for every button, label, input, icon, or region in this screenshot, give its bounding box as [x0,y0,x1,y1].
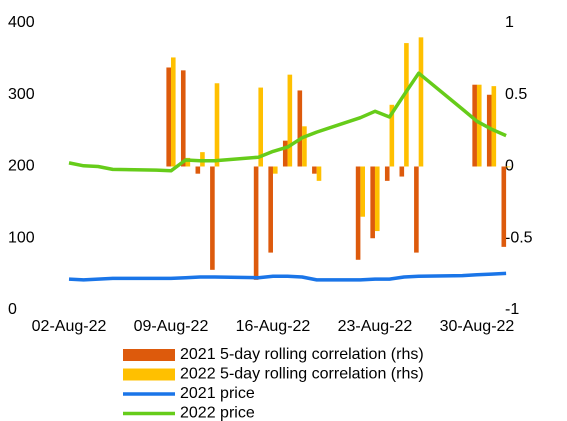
bar [268,166,273,253]
bar [472,84,477,167]
bar [258,87,264,167]
bar [501,166,507,247]
y2-tick-label: 0 [505,158,514,175]
y-tick-label: 200 [8,158,35,175]
bar [355,166,361,260]
y2-tick-label: 0.5 [505,86,527,103]
bar [185,157,191,167]
legend-label: 2021 price [180,385,255,402]
bar [210,166,215,270]
bar [312,166,317,174]
legend-label: 2022 price [180,405,255,421]
bar [253,166,259,280]
bar [302,126,307,167]
line-series [68,71,507,173]
bar [506,166,511,168]
x-tick-label: 30-Aug-22 [440,318,515,335]
y-tick-label: 400 [8,14,35,31]
line-series [68,271,507,282]
y2-tick-label: -0.5 [505,229,533,246]
bar [414,166,419,253]
legend-swatch [123,368,175,381]
legend-swatch [123,349,175,361]
y2-tick-label: 1 [505,14,514,31]
bar [195,166,201,174]
bar [170,57,176,167]
bar [214,83,220,167]
y-tick-label: 300 [8,86,35,103]
bar [370,166,375,239]
y-tick-label: 100 [8,229,35,246]
legend-label: 2021 5-day rolling correlation (rhs) [180,346,424,363]
y2-tick-label: -1 [505,301,519,318]
x-tick-label: 23-Aug-22 [338,318,413,335]
bar [287,74,293,167]
bar [476,84,482,167]
bar [297,90,303,167]
bar [389,104,395,167]
bar [360,166,365,217]
y-tick-label: 0 [8,301,17,318]
bar [486,94,492,167]
bar [166,67,171,167]
bar [180,70,186,167]
legend-label: 2022 5-day rolling correlation (rhs) [180,366,424,383]
bar [399,166,405,177]
bar [418,37,424,167]
bar [272,166,278,174]
bar [316,166,322,181]
x-tick-label: 02-Aug-22 [32,318,107,335]
x-tick-label: 09-Aug-22 [134,318,209,335]
bar [282,140,288,167]
x-tick-label: 16-Aug-22 [236,318,311,335]
bar [491,86,497,167]
bar [404,43,409,167]
bar [384,166,390,181]
bar [374,166,380,232]
